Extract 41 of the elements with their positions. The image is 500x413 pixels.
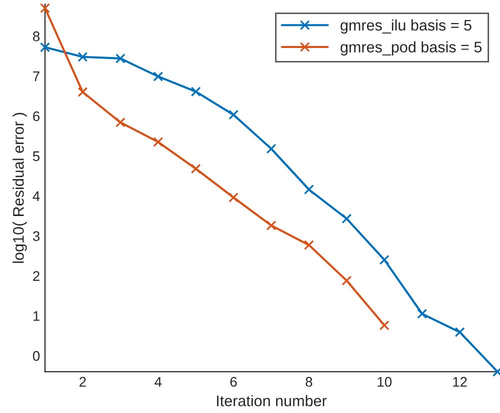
point	[266, 144, 276, 154]
point	[342, 214, 352, 224]
x-tick-label: 12	[453, 376, 467, 387]
y-tick-label: 0	[32, 351, 40, 361]
point	[40, 42, 50, 52]
y-tick-label: 4	[32, 191, 40, 201]
x-tick-label: 4	[154, 377, 162, 387]
point	[454, 327, 465, 338]
point	[40, 3, 50, 14]
point	[115, 53, 126, 64]
point	[78, 52, 88, 62]
point	[379, 254, 390, 265]
point	[266, 220, 276, 230]
x-axis-title: Iteration number	[217, 395, 327, 406]
y-tick-label: 7	[33, 72, 40, 82]
y-axis-title: log10( Residual error )	[12, 112, 27, 263]
point	[153, 71, 164, 82]
point	[153, 136, 164, 147]
point	[190, 164, 201, 174]
point	[379, 320, 390, 330]
point	[228, 192, 239, 203]
point	[190, 86, 201, 97]
x-tick-label: 6	[230, 376, 237, 387]
point	[417, 308, 428, 319]
point	[78, 87, 88, 98]
x-tick-label: 10	[378, 376, 392, 387]
y-tick-label: 1	[33, 311, 40, 321]
y-tick-label: 8	[33, 31, 40, 42]
y-tick-label: 5	[32, 151, 40, 162]
x-tick-label: 2	[80, 376, 86, 387]
point	[115, 117, 126, 128]
point	[304, 184, 314, 195]
legend-label: gmres_ilu basis = 5	[340, 19, 472, 34]
y-tick-label: 6	[33, 111, 40, 122]
y-tick-label: 2	[33, 271, 40, 281]
y-tick-label: 3	[32, 231, 40, 242]
point	[304, 240, 314, 250]
x-tick-label: 8	[306, 376, 312, 387]
legend-label: gmres_pod basis = 5	[340, 41, 482, 56]
point	[342, 276, 352, 286]
point	[228, 110, 239, 120]
